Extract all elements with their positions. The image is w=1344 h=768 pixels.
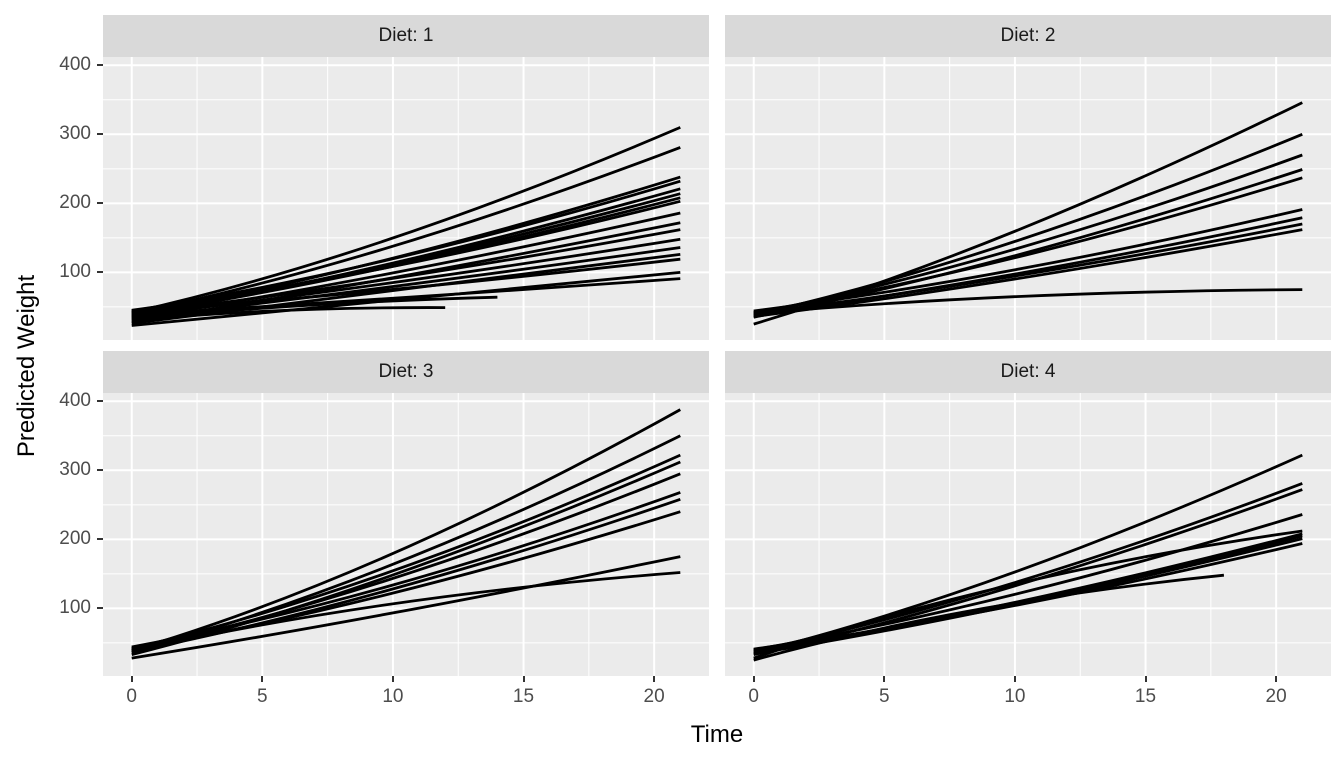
prediction-curve: [131, 311, 185, 318]
prediction-curve: [131, 295, 498, 321]
x-tick-label: 0: [126, 686, 137, 707]
y-tick-label: 300: [59, 123, 91, 145]
y-tick-mark: [97, 64, 103, 67]
prediction-curve: [753, 208, 1303, 313]
x-tick-mark: [883, 676, 886, 682]
y-tick-mark: [97, 607, 103, 610]
prediction-curve: [753, 176, 1303, 314]
prediction-curve: [753, 529, 1303, 660]
x-tick-mark: [130, 676, 133, 682]
y-tick-label: 400: [59, 54, 91, 76]
facet-strip: Diet: 4: [725, 351, 1331, 393]
facet-strip-label: Diet: 2: [1000, 25, 1056, 46]
y-tick-mark: [97, 469, 103, 472]
x-tick-mark: [522, 676, 525, 682]
prediction-curve: [131, 277, 681, 316]
x-tick-label: 15: [512, 686, 535, 707]
y-tick-label: 400: [59, 390, 91, 412]
x-tick-mark: [261, 676, 264, 682]
x-tick-mark: [752, 676, 755, 682]
prediction-curve: [753, 542, 1303, 651]
facet-strip-label: Diet: 3: [378, 361, 434, 382]
prediction-curve: [131, 453, 681, 650]
y-tick-label: 100: [59, 261, 91, 283]
y-tick-label: 200: [59, 528, 91, 550]
facet-strip: Diet: 1: [103, 15, 709, 57]
y-tick-mark: [97, 202, 103, 205]
x-tick-label: 10: [382, 686, 404, 707]
panel-background: [725, 393, 1331, 676]
x-tick-mark: [1275, 676, 1278, 682]
prediction-curve: [131, 199, 681, 312]
y-tick-mark: [97, 538, 103, 541]
prediction-curve: [131, 126, 681, 314]
x-tick-mark: [1013, 676, 1016, 682]
y-tick-mark: [97, 271, 103, 274]
y-tick-label: 200: [59, 192, 91, 214]
y-tick-label: 100: [59, 597, 91, 619]
prediction-curve: [131, 491, 681, 649]
x-tick-mark: [1144, 676, 1147, 682]
plot-panel: [103, 393, 709, 676]
y-tick-label: 300: [59, 459, 91, 481]
x-tick-mark: [653, 676, 656, 682]
prediction-curve: [131, 306, 446, 323]
x-tick-label: 20: [1265, 686, 1287, 707]
facet-strip-label: Diet: 1: [378, 25, 434, 46]
prediction-curve: [753, 288, 1303, 316]
x-tick-label: 0: [748, 686, 759, 707]
facet-strip: Diet: 3: [103, 351, 709, 393]
x-tick-label: 5: [879, 686, 890, 707]
x-tick-label: 5: [257, 686, 268, 707]
x-tick-label: 20: [643, 686, 665, 707]
prediction-curve: [131, 257, 681, 314]
prediction-curve: [131, 555, 681, 660]
y-tick-mark: [97, 400, 103, 403]
prediction-curve: [131, 571, 681, 653]
prediction-curve: [753, 573, 1225, 662]
y-tick-mark: [97, 133, 103, 136]
x-axis-title: Time: [690, 721, 744, 748]
facet-strip: Diet: 2: [725, 15, 1331, 57]
prediction-curve: [131, 408, 681, 652]
x-tick-mark: [391, 676, 394, 682]
facet-strip-label: Diet: 4: [1000, 361, 1056, 382]
x-tick-label: 10: [1004, 686, 1026, 707]
plot-panel: [103, 57, 709, 340]
plot-panel: [725, 57, 1331, 340]
plot-panel: [725, 393, 1331, 676]
prediction-curve: [753, 222, 1303, 315]
x-tick-label: 15: [1134, 686, 1157, 707]
y-axis-title: Predicted Weight: [13, 274, 40, 458]
